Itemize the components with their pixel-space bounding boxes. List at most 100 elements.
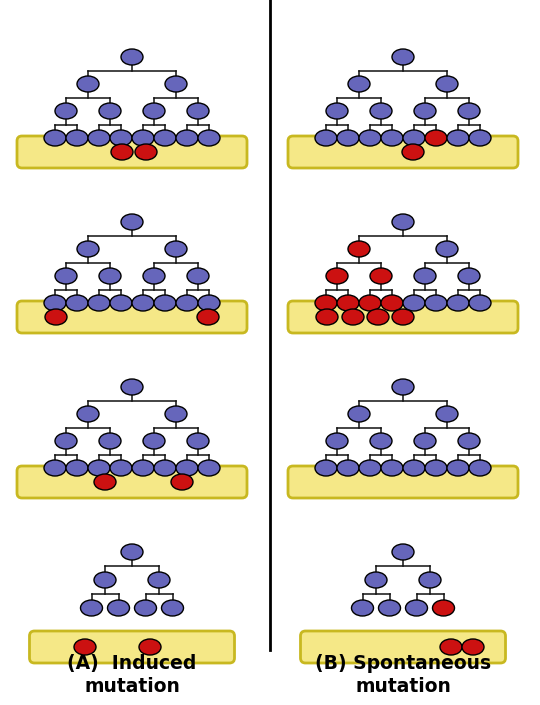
Ellipse shape	[88, 460, 110, 476]
Ellipse shape	[74, 639, 96, 655]
Ellipse shape	[187, 268, 209, 284]
Ellipse shape	[132, 130, 154, 146]
Ellipse shape	[379, 600, 401, 616]
Ellipse shape	[121, 49, 143, 65]
FancyBboxPatch shape	[30, 631, 234, 663]
Ellipse shape	[392, 309, 414, 325]
Ellipse shape	[132, 295, 154, 311]
Ellipse shape	[419, 572, 441, 588]
Ellipse shape	[44, 130, 66, 146]
Ellipse shape	[458, 103, 480, 119]
Ellipse shape	[165, 76, 187, 92]
Ellipse shape	[154, 130, 176, 146]
Ellipse shape	[436, 406, 458, 422]
Ellipse shape	[135, 144, 157, 160]
Ellipse shape	[94, 572, 116, 588]
Ellipse shape	[392, 49, 414, 65]
Ellipse shape	[352, 600, 374, 616]
Ellipse shape	[44, 295, 66, 311]
Ellipse shape	[370, 268, 392, 284]
Ellipse shape	[187, 433, 209, 449]
Ellipse shape	[348, 76, 370, 92]
Ellipse shape	[367, 309, 389, 325]
Ellipse shape	[433, 600, 455, 616]
Ellipse shape	[139, 639, 161, 655]
Ellipse shape	[469, 295, 491, 311]
Ellipse shape	[440, 639, 462, 655]
Ellipse shape	[359, 295, 381, 311]
Ellipse shape	[316, 309, 338, 325]
Ellipse shape	[66, 295, 88, 311]
Ellipse shape	[110, 295, 132, 311]
FancyBboxPatch shape	[17, 301, 247, 333]
Ellipse shape	[99, 103, 121, 119]
Ellipse shape	[392, 379, 414, 395]
Ellipse shape	[414, 103, 436, 119]
Ellipse shape	[66, 130, 88, 146]
Ellipse shape	[107, 600, 130, 616]
Ellipse shape	[326, 433, 348, 449]
Ellipse shape	[187, 103, 209, 119]
Ellipse shape	[77, 241, 99, 257]
Ellipse shape	[121, 544, 143, 560]
Ellipse shape	[337, 460, 359, 476]
Ellipse shape	[436, 241, 458, 257]
Ellipse shape	[99, 268, 121, 284]
Ellipse shape	[171, 474, 193, 490]
FancyBboxPatch shape	[288, 466, 518, 498]
Ellipse shape	[111, 144, 133, 160]
Ellipse shape	[425, 295, 447, 311]
Ellipse shape	[414, 433, 436, 449]
Ellipse shape	[315, 460, 337, 476]
Ellipse shape	[143, 103, 165, 119]
Ellipse shape	[337, 295, 359, 311]
Ellipse shape	[425, 460, 447, 476]
Ellipse shape	[370, 103, 392, 119]
FancyBboxPatch shape	[17, 466, 247, 498]
Ellipse shape	[315, 130, 337, 146]
Ellipse shape	[176, 130, 198, 146]
Ellipse shape	[88, 130, 110, 146]
FancyBboxPatch shape	[288, 301, 518, 333]
Ellipse shape	[425, 130, 447, 146]
Ellipse shape	[348, 406, 370, 422]
Ellipse shape	[326, 268, 348, 284]
Ellipse shape	[447, 460, 469, 476]
Ellipse shape	[359, 130, 381, 146]
Ellipse shape	[94, 474, 116, 490]
Ellipse shape	[45, 309, 67, 325]
Ellipse shape	[66, 460, 88, 476]
Ellipse shape	[88, 295, 110, 311]
Ellipse shape	[110, 460, 132, 476]
Ellipse shape	[392, 214, 414, 230]
Ellipse shape	[176, 295, 198, 311]
Ellipse shape	[44, 460, 66, 476]
Ellipse shape	[315, 295, 337, 311]
Ellipse shape	[365, 572, 387, 588]
Ellipse shape	[176, 460, 198, 476]
Ellipse shape	[436, 76, 458, 92]
Ellipse shape	[337, 130, 359, 146]
Ellipse shape	[458, 268, 480, 284]
Ellipse shape	[121, 214, 143, 230]
Ellipse shape	[402, 144, 424, 160]
FancyBboxPatch shape	[288, 136, 518, 168]
Ellipse shape	[161, 600, 184, 616]
Ellipse shape	[77, 76, 99, 92]
Ellipse shape	[370, 433, 392, 449]
Ellipse shape	[381, 460, 403, 476]
Ellipse shape	[55, 268, 77, 284]
Ellipse shape	[447, 295, 469, 311]
Ellipse shape	[469, 460, 491, 476]
Ellipse shape	[55, 433, 77, 449]
Ellipse shape	[392, 544, 414, 560]
Ellipse shape	[165, 241, 187, 257]
Ellipse shape	[406, 600, 428, 616]
Ellipse shape	[342, 309, 364, 325]
Ellipse shape	[80, 600, 103, 616]
Ellipse shape	[414, 268, 436, 284]
Ellipse shape	[143, 268, 165, 284]
Ellipse shape	[55, 103, 77, 119]
Ellipse shape	[381, 295, 403, 311]
Ellipse shape	[198, 295, 220, 311]
